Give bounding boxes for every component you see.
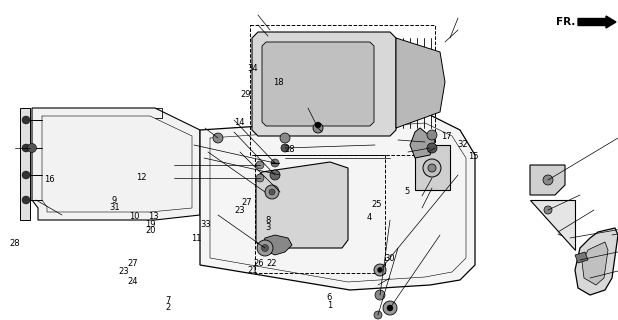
Circle shape: [257, 240, 273, 256]
Circle shape: [423, 159, 441, 177]
Text: 24: 24: [128, 277, 138, 286]
Text: 20: 20: [145, 226, 155, 235]
Circle shape: [281, 144, 289, 152]
Circle shape: [374, 264, 386, 276]
Text: 12: 12: [136, 173, 146, 182]
Circle shape: [383, 301, 397, 315]
Circle shape: [269, 189, 275, 195]
Circle shape: [213, 133, 223, 143]
Circle shape: [427, 143, 437, 153]
Text: 23: 23: [234, 206, 245, 215]
Text: 18: 18: [273, 78, 284, 87]
Circle shape: [22, 116, 30, 124]
Text: 15: 15: [468, 152, 478, 161]
Text: 26: 26: [253, 259, 264, 268]
FancyArrow shape: [578, 16, 616, 28]
Text: 1: 1: [327, 301, 332, 310]
Circle shape: [22, 144, 30, 152]
Text: 19: 19: [145, 220, 155, 228]
Text: 22: 22: [267, 259, 277, 268]
Text: 16: 16: [44, 175, 55, 184]
Text: 33: 33: [200, 220, 211, 229]
Polygon shape: [32, 108, 200, 220]
Circle shape: [265, 185, 279, 199]
Bar: [20, 108, 30, 220]
Text: 6: 6: [327, 293, 332, 302]
Text: 21: 21: [247, 266, 257, 275]
Circle shape: [261, 244, 268, 252]
Circle shape: [374, 311, 382, 319]
Text: 27: 27: [242, 198, 253, 207]
Circle shape: [313, 123, 323, 133]
Polygon shape: [410, 128, 435, 158]
Text: 13: 13: [148, 212, 159, 221]
Text: 8: 8: [265, 216, 270, 225]
Text: 27: 27: [127, 259, 138, 268]
Circle shape: [256, 174, 264, 182]
Text: 4: 4: [367, 213, 372, 222]
Polygon shape: [396, 38, 445, 128]
Circle shape: [22, 171, 30, 179]
Circle shape: [270, 170, 280, 180]
Text: 2: 2: [166, 303, 171, 312]
Polygon shape: [575, 228, 618, 295]
Text: 32: 32: [457, 140, 468, 148]
Text: 17: 17: [441, 132, 452, 141]
Text: 30: 30: [384, 254, 395, 263]
Text: 5: 5: [404, 187, 409, 196]
Polygon shape: [200, 115, 475, 290]
Polygon shape: [530, 200, 575, 250]
Text: 7: 7: [166, 296, 171, 305]
Text: 14: 14: [235, 118, 245, 127]
Circle shape: [280, 133, 290, 143]
Bar: [250, 25, 435, 155]
Polygon shape: [582, 242, 608, 285]
Text: FR.: FR.: [556, 17, 575, 27]
Circle shape: [375, 290, 385, 300]
Circle shape: [315, 122, 321, 128]
Polygon shape: [252, 32, 396, 136]
Circle shape: [22, 196, 30, 204]
Circle shape: [256, 161, 264, 169]
Text: 10: 10: [130, 212, 140, 221]
Polygon shape: [575, 252, 588, 263]
Circle shape: [544, 206, 552, 214]
Text: 11: 11: [192, 234, 201, 243]
Polygon shape: [262, 235, 292, 255]
Text: 28: 28: [284, 145, 295, 154]
Polygon shape: [530, 165, 565, 195]
Bar: [255, 155, 385, 273]
Text: 34: 34: [247, 64, 258, 73]
Text: 28: 28: [9, 239, 20, 248]
Text: 9: 9: [112, 196, 117, 204]
Circle shape: [271, 159, 279, 167]
Circle shape: [378, 268, 383, 273]
Circle shape: [427, 130, 437, 140]
Polygon shape: [415, 145, 450, 190]
Text: 23: 23: [118, 268, 129, 276]
Text: 29: 29: [241, 90, 251, 99]
Text: 3: 3: [265, 223, 270, 232]
Polygon shape: [262, 42, 374, 126]
Polygon shape: [256, 162, 348, 248]
Text: 25: 25: [372, 200, 382, 209]
Circle shape: [543, 175, 553, 185]
Text: 31: 31: [109, 203, 120, 212]
Circle shape: [387, 305, 393, 311]
Circle shape: [27, 143, 36, 153]
Circle shape: [428, 164, 436, 172]
